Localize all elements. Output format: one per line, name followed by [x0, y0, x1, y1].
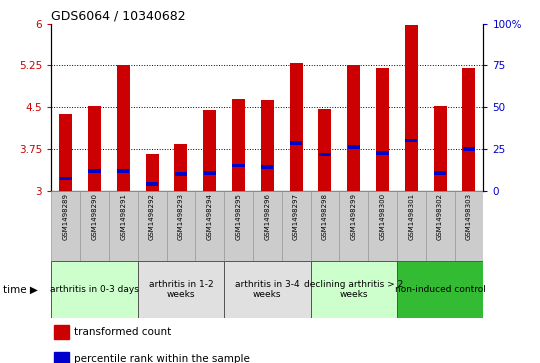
Bar	[232, 99, 245, 191]
Bar	[146, 154, 159, 191]
Bar	[319, 109, 332, 191]
Bar	[138, 191, 166, 261]
Text: GSM1498301: GSM1498301	[408, 193, 414, 240]
Bar	[80, 191, 109, 261]
Text: declining arthritis > 2
weeks: declining arthritis > 2 weeks	[304, 280, 403, 299]
Text: GSM1498295: GSM1498295	[235, 193, 241, 240]
Text: GSM1498289: GSM1498289	[63, 193, 69, 240]
Text: GSM1498291: GSM1498291	[120, 193, 126, 240]
Bar	[376, 68, 389, 191]
Bar	[195, 191, 224, 261]
Bar	[59, 176, 72, 180]
Bar	[434, 171, 446, 175]
Bar	[397, 191, 426, 261]
Bar	[117, 169, 130, 173]
Bar	[224, 261, 310, 318]
Text: GSM1498296: GSM1498296	[264, 193, 271, 240]
Bar	[434, 106, 447, 191]
Bar	[89, 169, 100, 173]
Bar	[88, 106, 101, 191]
Bar	[405, 139, 417, 142]
Bar	[289, 62, 302, 191]
Bar	[455, 191, 483, 261]
Text: GSM1498294: GSM1498294	[207, 193, 213, 240]
Text: time ▶: time ▶	[3, 285, 38, 294]
Bar	[405, 25, 418, 191]
Bar	[261, 101, 274, 191]
Bar	[174, 144, 187, 191]
Text: GSM1498298: GSM1498298	[322, 193, 328, 240]
Bar	[59, 114, 72, 191]
Bar	[319, 152, 331, 156]
Bar	[462, 68, 475, 191]
Text: GSM1498300: GSM1498300	[380, 193, 386, 240]
Bar	[51, 261, 138, 318]
Bar	[261, 166, 273, 169]
Text: arthritis in 0-3 days: arthritis in 0-3 days	[50, 285, 139, 294]
Bar	[146, 182, 158, 186]
Text: GSM1498290: GSM1498290	[91, 193, 98, 240]
Text: arthritis in 3-4
weeks: arthritis in 3-4 weeks	[235, 280, 300, 299]
Bar	[51, 191, 80, 261]
Bar	[282, 191, 310, 261]
Bar	[426, 191, 455, 261]
Text: GSM1498293: GSM1498293	[178, 193, 184, 240]
Bar	[117, 65, 130, 191]
Text: GSM1498299: GSM1498299	[350, 193, 357, 240]
Text: GDS6064 / 10340682: GDS6064 / 10340682	[51, 9, 186, 23]
Text: transformed count: transformed count	[74, 327, 171, 337]
Text: GSM1498297: GSM1498297	[293, 193, 299, 240]
Bar	[376, 151, 389, 155]
Bar	[368, 191, 397, 261]
Text: arthritis in 1-2
weeks: arthritis in 1-2 weeks	[148, 280, 213, 299]
Bar	[347, 65, 360, 191]
Bar	[109, 191, 138, 261]
Bar	[166, 191, 195, 261]
Text: percentile rank within the sample: percentile rank within the sample	[74, 354, 250, 363]
Bar	[310, 261, 397, 318]
Text: GSM1498302: GSM1498302	[437, 193, 443, 240]
Text: GSM1498292: GSM1498292	[149, 193, 155, 240]
Bar	[224, 191, 253, 261]
Bar	[397, 261, 483, 318]
Bar	[339, 191, 368, 261]
Bar	[138, 261, 224, 318]
Bar	[463, 147, 475, 151]
Bar	[232, 164, 245, 167]
Bar	[310, 191, 339, 261]
Bar	[348, 145, 360, 149]
Text: non-induced control: non-induced control	[395, 285, 485, 294]
Text: GSM1498303: GSM1498303	[466, 193, 472, 240]
Bar	[253, 191, 282, 261]
Bar	[290, 142, 302, 145]
Bar	[175, 172, 187, 176]
Bar	[203, 110, 216, 191]
Bar	[204, 171, 216, 175]
